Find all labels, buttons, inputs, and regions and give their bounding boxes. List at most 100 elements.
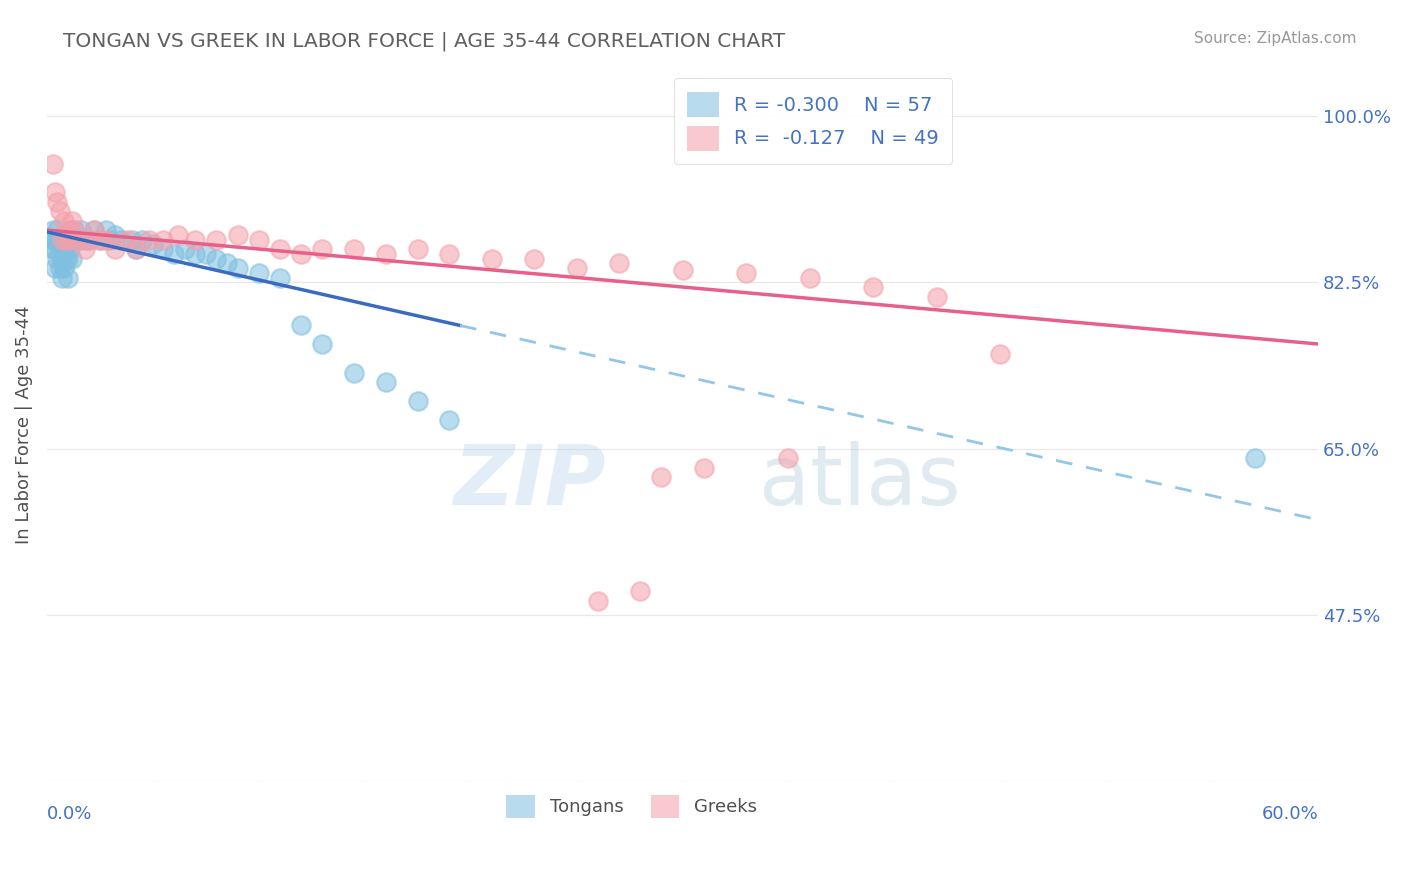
Point xyxy=(607,256,630,270)
Point xyxy=(46,233,69,247)
Point xyxy=(42,242,65,256)
Point xyxy=(60,233,83,247)
Point xyxy=(586,593,609,607)
Point xyxy=(374,246,396,260)
Point xyxy=(226,260,249,275)
Point xyxy=(215,256,238,270)
Point xyxy=(671,263,693,277)
Text: ZIP: ZIP xyxy=(454,442,606,522)
Point xyxy=(77,233,100,247)
Point xyxy=(692,460,714,475)
Point xyxy=(343,366,366,380)
Point xyxy=(69,223,91,237)
Text: TONGAN VS GREEK IN LABOR FORCE | AGE 35-44 CORRELATION CHART: TONGAN VS GREEK IN LABOR FORCE | AGE 35-… xyxy=(63,31,786,51)
Point xyxy=(439,413,461,427)
Point xyxy=(735,266,758,280)
Point xyxy=(799,270,821,285)
Point xyxy=(96,233,118,247)
Point xyxy=(46,223,69,237)
Point xyxy=(44,233,66,247)
Point xyxy=(565,260,588,275)
Point xyxy=(51,233,73,247)
Point xyxy=(184,246,207,260)
Point xyxy=(46,252,69,266)
Point xyxy=(51,233,73,247)
Text: 0.0%: 0.0% xyxy=(46,805,93,822)
Point xyxy=(439,246,461,260)
Point xyxy=(51,252,73,266)
Point xyxy=(406,242,429,256)
Point xyxy=(173,242,195,256)
Point xyxy=(55,233,77,247)
Point xyxy=(121,233,143,247)
Point xyxy=(290,246,312,260)
Point xyxy=(184,233,207,247)
Point xyxy=(89,233,111,247)
Point xyxy=(247,266,270,280)
Point xyxy=(205,252,228,266)
Legend: Tongans, Greeks: Tongans, Greeks xyxy=(499,788,763,825)
Point xyxy=(523,252,546,266)
Point xyxy=(96,223,118,237)
Text: atlas: atlas xyxy=(759,442,960,522)
Point xyxy=(117,233,139,247)
Point xyxy=(59,242,82,256)
Point xyxy=(125,242,148,256)
Point xyxy=(1243,450,1265,465)
Point xyxy=(52,242,75,256)
Point xyxy=(406,394,429,409)
Y-axis label: In Labor Force | Age 35-44: In Labor Force | Age 35-44 xyxy=(15,305,32,544)
Point xyxy=(56,270,79,285)
Point xyxy=(52,213,75,227)
Point xyxy=(104,227,127,242)
Point xyxy=(628,584,651,599)
Point xyxy=(63,223,86,237)
Point xyxy=(131,233,153,247)
Point xyxy=(862,280,884,294)
Point xyxy=(988,346,1011,360)
Point xyxy=(55,252,77,266)
Point xyxy=(44,260,66,275)
Point xyxy=(73,233,96,247)
Point xyxy=(311,337,333,351)
Point xyxy=(152,233,174,247)
Point xyxy=(100,233,122,247)
Point xyxy=(167,227,190,242)
Point xyxy=(60,252,83,266)
Point xyxy=(42,156,65,170)
Point xyxy=(42,233,65,247)
Point xyxy=(163,246,186,260)
Point xyxy=(226,227,249,242)
Point xyxy=(110,233,132,247)
Point xyxy=(89,233,111,247)
Point xyxy=(343,242,366,256)
Point xyxy=(67,233,90,247)
Point xyxy=(104,242,127,256)
Point xyxy=(59,233,82,247)
Point xyxy=(42,223,65,237)
Point xyxy=(55,233,77,247)
Point xyxy=(67,233,90,247)
Point xyxy=(77,233,100,247)
Point xyxy=(56,233,79,247)
Point xyxy=(778,450,800,465)
Point xyxy=(60,213,83,227)
Point xyxy=(125,242,148,256)
Point xyxy=(44,185,66,199)
Point xyxy=(194,246,217,260)
Point xyxy=(51,270,73,285)
Point xyxy=(925,289,948,303)
Point xyxy=(481,252,503,266)
Point xyxy=(152,242,174,256)
Point xyxy=(142,237,165,252)
Point xyxy=(83,223,105,237)
Point xyxy=(59,223,82,237)
Point xyxy=(63,223,86,237)
Point xyxy=(73,242,96,256)
Point xyxy=(48,260,70,275)
Point xyxy=(290,318,312,332)
Point xyxy=(44,242,66,256)
Point xyxy=(83,223,105,237)
Point xyxy=(311,242,333,256)
Point xyxy=(56,223,79,237)
